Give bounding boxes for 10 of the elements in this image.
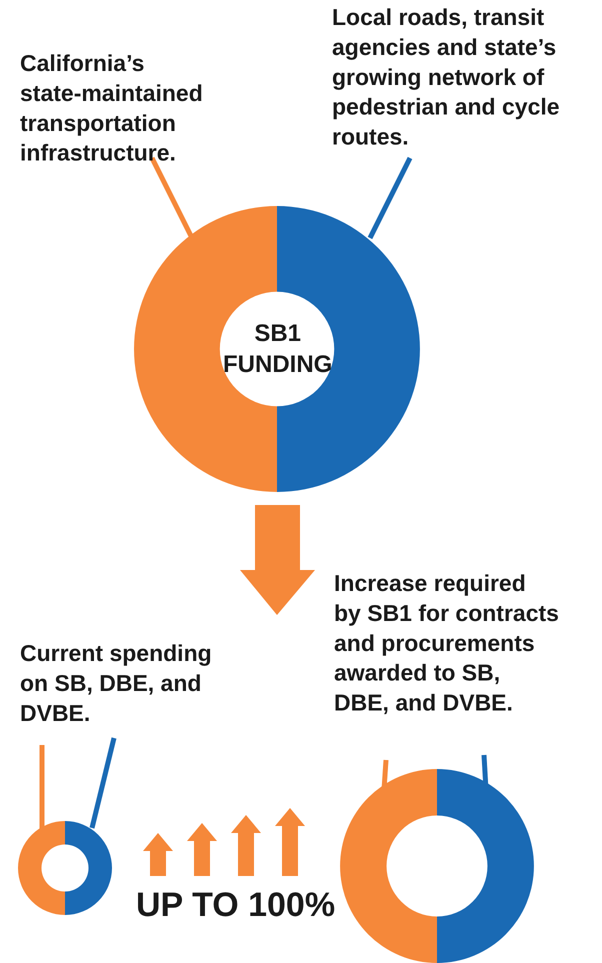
- donut-slice: [437, 769, 534, 963]
- slice-label: Local roads, transit agencies and state’s growing network of pedestrian and cycle routes.: [332, 4, 560, 150]
- text: SB1 FUNDING: [223, 320, 332, 378]
- chart-title: Current spending on SB, DBE, and DVBE.: [20, 640, 212, 726]
- slice-label: California’s state-maintained transportation infrastructure.: [20, 50, 203, 166]
- chart-title: Increase required by SB1 for contracts and procurements awarded to SB, DBE, and DVBE.: [334, 570, 559, 716]
- donut-slice: [340, 769, 437, 963]
- donut-slice: [18, 821, 65, 915]
- donut-slice: [65, 821, 112, 915]
- text: UP TO 100%: [136, 886, 336, 924]
